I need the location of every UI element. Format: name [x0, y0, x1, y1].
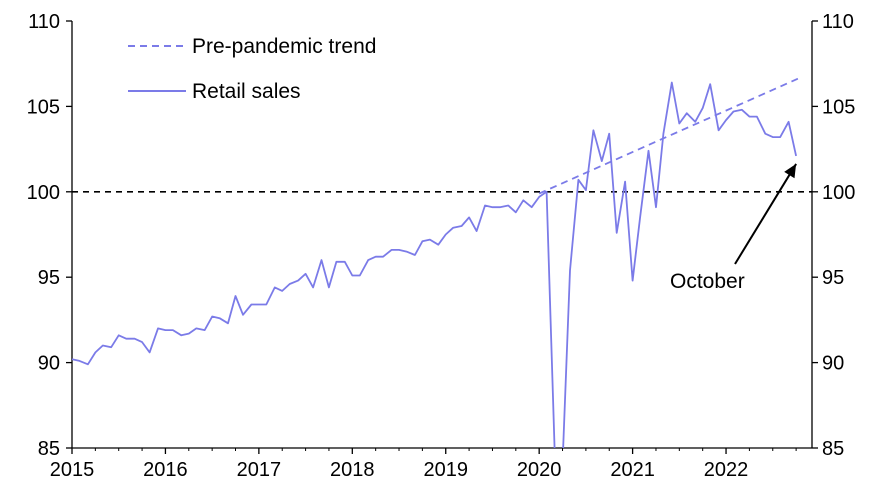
legend-label-pre-pandemic-trend: Pre-pandemic trend [192, 35, 376, 58]
annotation-layer: October [670, 163, 797, 293]
x-tick-label: 2015 [50, 459, 95, 481]
retail-sales-line [72, 81, 797, 448]
x-tick-label: 2018 [330, 459, 375, 481]
x-tick-label: 2020 [517, 459, 562, 481]
october-arrow-head [784, 163, 797, 179]
series-layer [72, 76, 802, 448]
right-y-tick-label: 85 [822, 438, 844, 460]
left-y-tick-label: 105 [27, 96, 60, 118]
x-tick-label: 2022 [704, 459, 749, 481]
left-y-tick-label: 110 [28, 11, 60, 33]
right-y-tick-label: 95 [822, 267, 844, 289]
right-y-tick-label: 105 [822, 96, 855, 118]
right-y-tick-label: 110 [822, 11, 854, 33]
october-arrow-shaft [734, 163, 797, 265]
left-y-tick-label: 90 [38, 353, 60, 375]
x-tick-label: 2021 [610, 459, 655, 481]
x-tick-label: 2019 [423, 459, 468, 481]
october-annotation-label: October [670, 270, 745, 293]
axes-layer [71, 21, 813, 449]
x-tick-label: 2017 [237, 459, 282, 481]
right-y-tick-label: 90 [822, 353, 844, 375]
legend-label-retail-sales: Retail sales [192, 80, 301, 103]
left-y-tick-label: 85 [38, 438, 60, 460]
legend: Pre-pandemic trend Retail sales [128, 35, 376, 103]
left-y-tick-label: 95 [38, 267, 60, 289]
x-tick-label: 2016 [143, 459, 188, 481]
left-y-tick-label: 100 [27, 182, 60, 204]
ticks-layer: 85 90 95 100 105 110 85 90 95 100 105 110 2015 2016 20… [27, 11, 856, 481]
right-y-tick-label: 100 [822, 182, 855, 204]
